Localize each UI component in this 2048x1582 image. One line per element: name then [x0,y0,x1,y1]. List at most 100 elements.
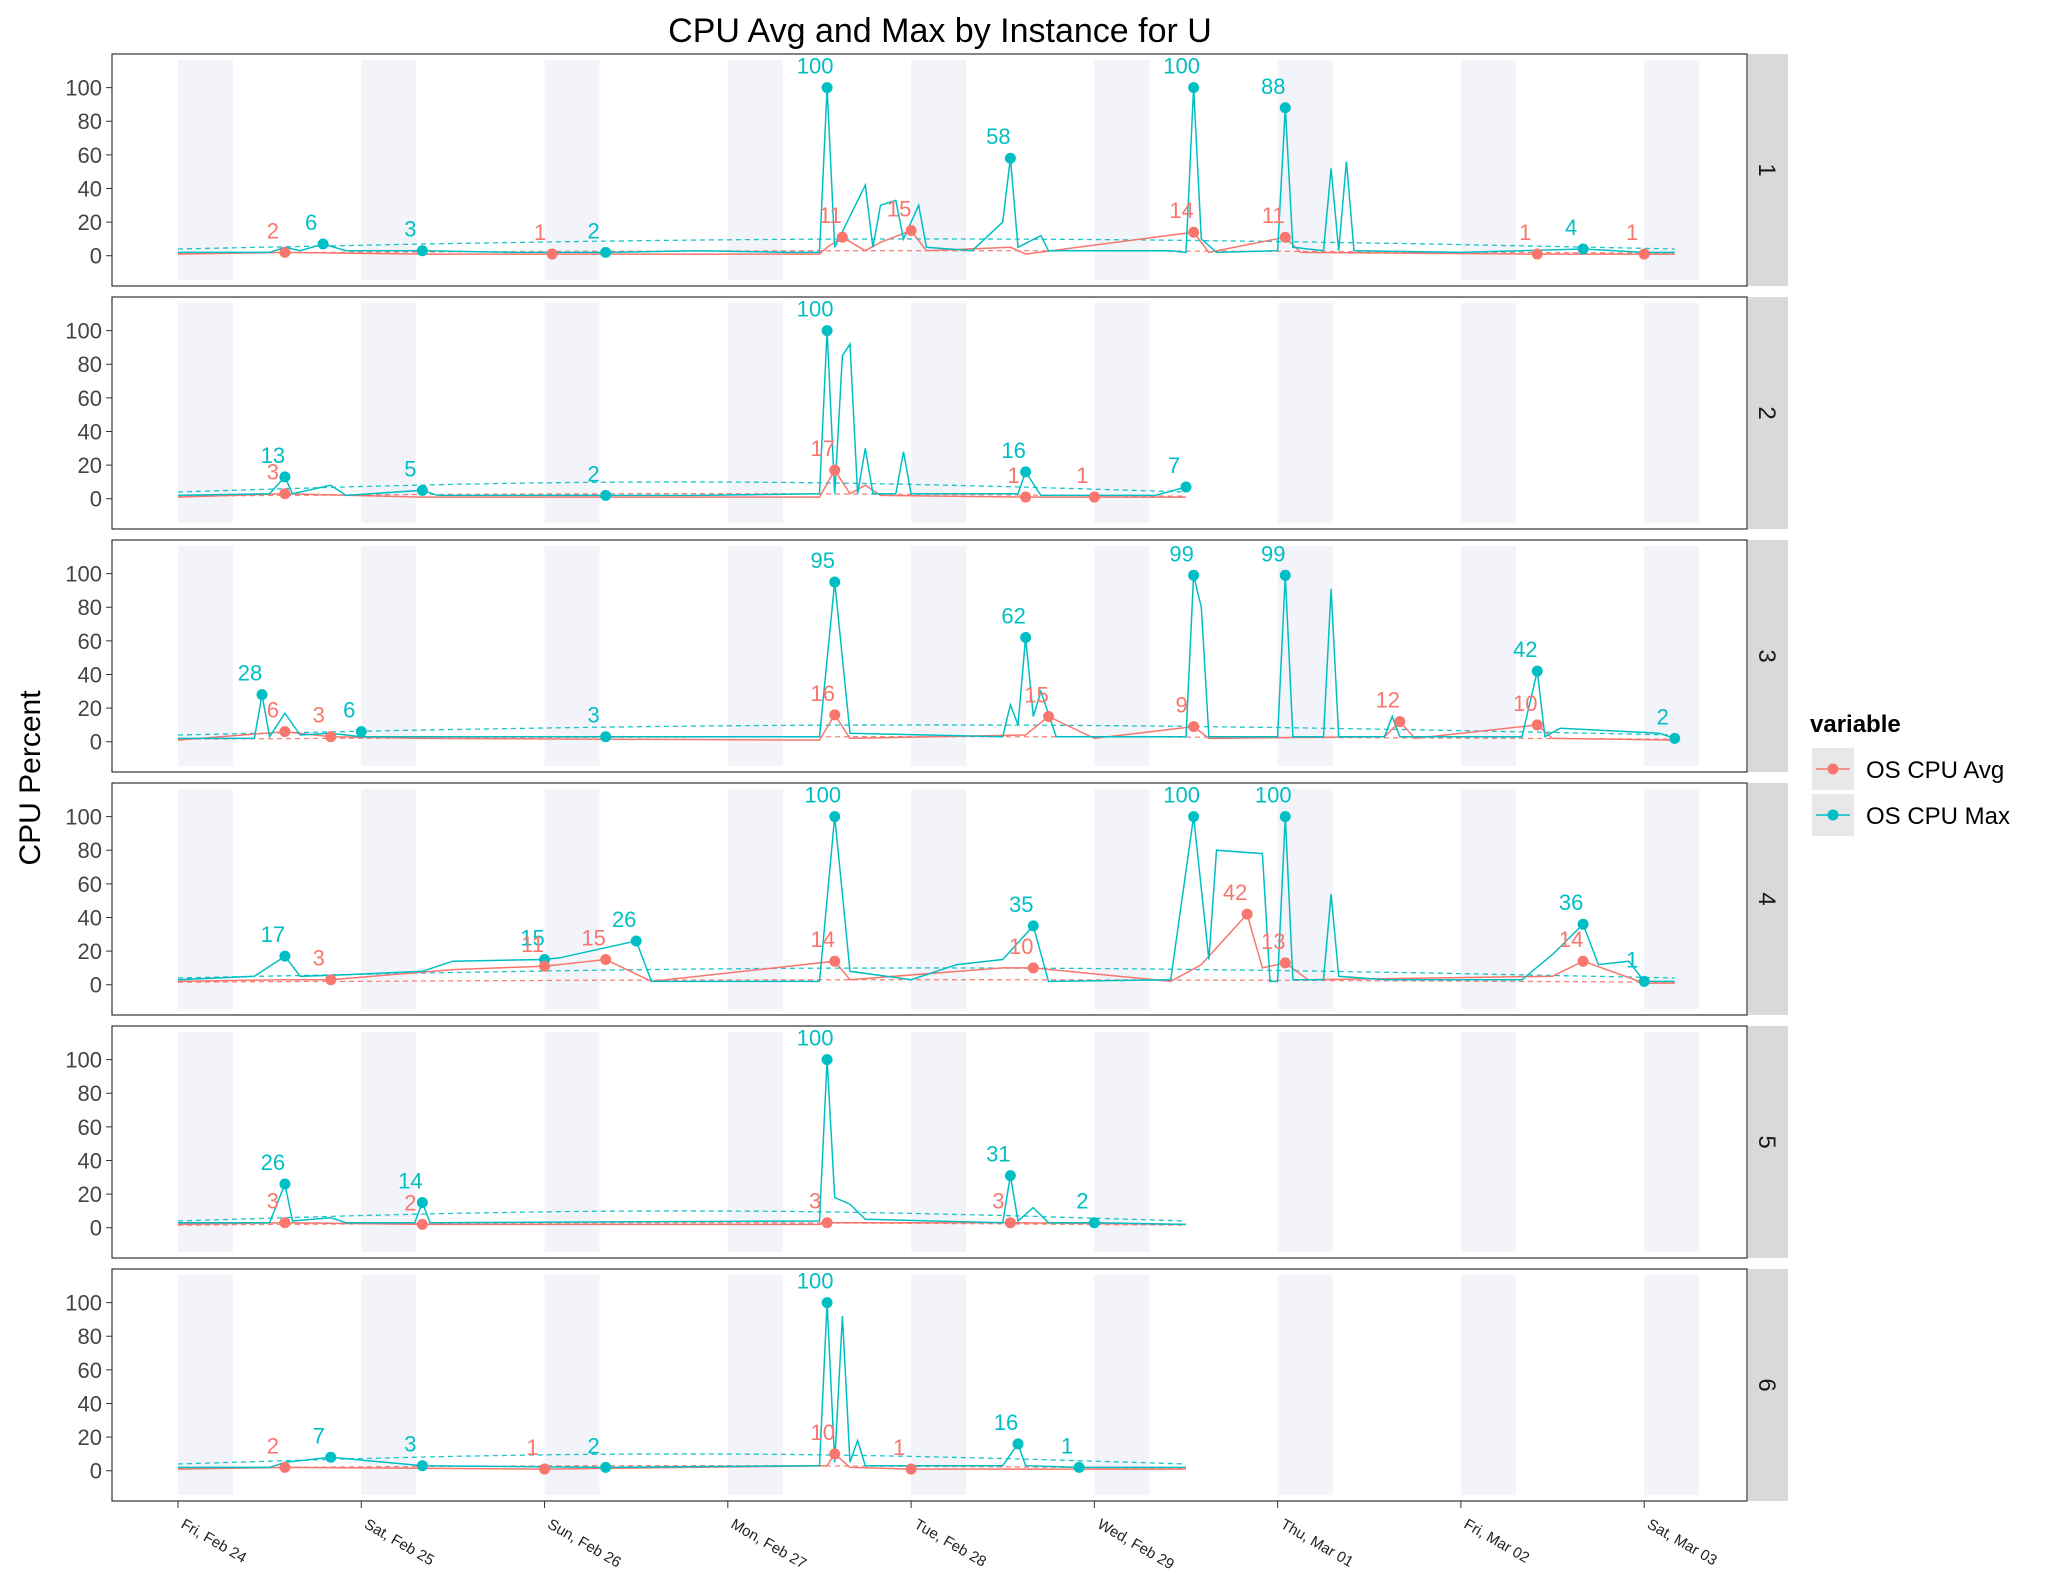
y-tick-label: 20 [78,453,102,478]
data-label-max: 17 [261,922,285,947]
data-point-max [600,246,612,258]
series-line-max [178,87,1675,254]
data-label-avg: 3 [267,1189,279,1214]
data-point-max [416,1197,428,1209]
data-label-avg: 1 [1519,220,1531,245]
data-point-max [829,576,841,588]
y-tick-label: 100 [65,76,102,101]
y-tick-label: 80 [78,352,102,377]
data-label-avg: 1 [893,1435,905,1460]
day-band [727,303,783,523]
data-label-max: 14 [398,1169,422,1194]
data-label-avg: 3 [992,1189,1004,1214]
data-label-avg: 1 [1008,463,1020,488]
day-band [1644,1275,1700,1495]
data-point-max [1088,1217,1100,1229]
day-band [1460,789,1516,1009]
data-label-max: 7 [313,1423,325,1448]
y-tick-label: 0 [90,1216,102,1241]
data-point-avg [829,464,841,476]
data-label-max: 1 [1626,947,1638,972]
day-band [1644,1032,1700,1252]
data-point-max [600,731,612,743]
data-point-max [317,238,329,250]
data-point-max [1279,811,1291,823]
facet-strip [1748,540,1788,772]
data-point-avg [539,960,551,972]
data-label-avg: 12 [1376,688,1400,713]
panel-border [111,53,1748,287]
day-band [1094,303,1150,523]
day-band [1094,1032,1150,1252]
data-label-avg: 11 [819,203,842,228]
day-band [1644,60,1700,280]
facet-strip-label: 1 [1753,163,1780,176]
x-tick-label: Sat, Mar 03 [1644,1516,1720,1569]
y-tick-label: 100 [65,1291,102,1316]
day-band [361,1032,417,1252]
data-point-max [600,489,612,501]
data-label-avg: 14 [810,927,834,952]
data-point-avg [1027,962,1039,974]
data-point-max [1577,243,1589,255]
day-band [178,1275,233,1495]
data-label-max: 36 [1559,890,1583,915]
data-point-max [279,1178,291,1190]
legend-dot-max [1827,809,1839,821]
y-tick-label: 0 [90,487,102,512]
y-tick-label: 100 [65,1048,102,1073]
data-point-avg [1188,226,1200,238]
data-label-max: 42 [1513,637,1537,662]
y-tick-label: 0 [90,730,102,755]
data-point-max [600,1461,612,1473]
data-point-max [1004,152,1016,164]
facet-strip-label: 4 [1753,892,1780,905]
x-tick-label: Fri, Mar 02 [1461,1516,1532,1567]
data-label-max: 2 [588,1433,600,1458]
facet-strip-label: 6 [1753,1378,1780,1391]
data-point-max [1073,1461,1085,1473]
data-point-max [416,1460,428,1472]
data-label-avg: 11 [1262,203,1285,228]
trend-avg [177,1222,1187,1226]
data-point-avg [829,709,841,721]
data-point-max [279,471,291,483]
day-band [178,303,233,523]
data-label-avg: 14 [1169,198,1193,223]
day-band [911,1275,967,1495]
day-band [178,789,233,1009]
data-point-max [1669,732,1681,744]
day-band [1460,303,1516,523]
data-label-max: 28 [238,661,262,686]
data-point-max [256,689,268,701]
y-tick-label: 40 [78,1391,102,1416]
day-band [911,60,967,280]
data-label-max: 100 [804,783,841,808]
data-point-avg [279,1461,291,1473]
data-label-avg: 13 [1261,929,1285,954]
trend-max [177,967,1675,979]
y-tick-label: 0 [90,244,102,269]
data-label-avg: 3 [267,460,279,485]
y-tick-label: 60 [78,143,102,168]
day-band [1644,789,1700,1009]
data-point-avg [1394,716,1406,728]
facet-strip [1748,1269,1788,1501]
trend-avg [177,1465,1187,1469]
trend-max [177,724,1675,736]
data-point-max [1188,82,1200,94]
day-band [544,546,600,766]
trend-max [177,238,1675,250]
series-line-avg [177,1452,1186,1470]
day-band [544,1032,600,1252]
data-label-max: 100 [797,297,834,322]
y-tick-label: 100 [65,805,102,830]
data-label-max: 26 [261,1150,285,1175]
data-label-max: 3 [404,1432,416,1457]
data-point-avg [1241,908,1253,920]
panel-border [111,539,1748,773]
day-band [1277,1275,1333,1495]
